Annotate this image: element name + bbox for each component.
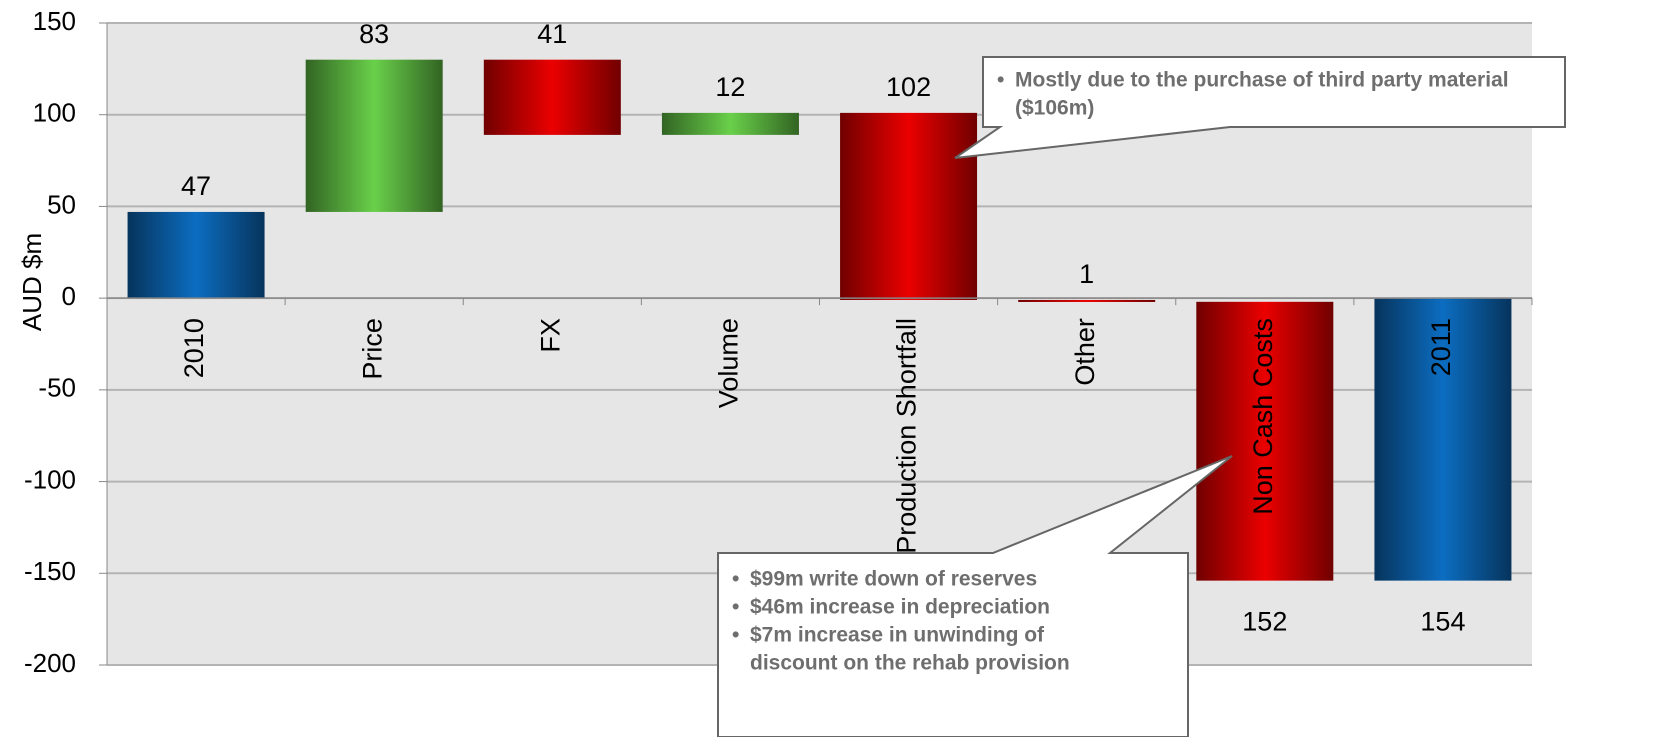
x-tick-label: 2010 bbox=[179, 318, 209, 378]
callout-text: $46m increase in depreciation bbox=[750, 596, 1050, 619]
bullet-marker: • bbox=[732, 596, 739, 619]
bullet-marker: • bbox=[997, 69, 1004, 92]
x-tick-label: Non Cash Costs bbox=[1248, 318, 1278, 515]
callout-text: ($106m) bbox=[1015, 97, 1094, 120]
bar bbox=[1374, 298, 1512, 581]
bar bbox=[840, 112, 978, 300]
y-tick-label: 150 bbox=[33, 6, 76, 36]
callout-text: Mostly due to the purchase of third part… bbox=[1015, 69, 1509, 92]
bar bbox=[305, 59, 443, 212]
bar bbox=[127, 211, 265, 299]
y-tick-label: -200 bbox=[24, 648, 76, 678]
value-label: 102 bbox=[886, 72, 931, 102]
callout-text: $99m write down of reserves bbox=[750, 568, 1037, 591]
bar bbox=[1196, 301, 1334, 581]
x-tick-label: Other bbox=[1070, 318, 1100, 386]
x-tick-label: FX bbox=[535, 318, 565, 353]
y-tick-label: 50 bbox=[47, 189, 76, 219]
y-axis-label: AUD $m bbox=[17, 233, 47, 331]
x-tick-label: 2011 bbox=[1426, 318, 1456, 376]
bar bbox=[661, 112, 799, 135]
x-tick-label: Volume bbox=[714, 318, 744, 408]
value-label: 41 bbox=[537, 19, 567, 49]
callout-text: discount on the rehab provision bbox=[750, 652, 1070, 675]
bar bbox=[1018, 299, 1156, 302]
bullet-marker: • bbox=[732, 624, 739, 647]
value-label: 83 bbox=[359, 19, 389, 49]
value-label: 47 bbox=[181, 171, 211, 201]
x-tick-label: Production Shortfall bbox=[892, 318, 922, 554]
value-label: 12 bbox=[715, 72, 745, 102]
y-tick-label: 100 bbox=[33, 98, 76, 128]
y-tick-label: -100 bbox=[24, 464, 76, 494]
value-label: 154 bbox=[1420, 607, 1465, 637]
x-tick-label: Price bbox=[357, 318, 387, 380]
y-tick-label: -150 bbox=[24, 556, 76, 586]
callout-box bbox=[954, 56, 1566, 159]
bar bbox=[483, 59, 621, 135]
value-label: 152 bbox=[1242, 607, 1287, 637]
y-tick-label: -50 bbox=[38, 373, 76, 403]
callout-text: $7m increase in unwinding of bbox=[750, 624, 1045, 647]
bullet-marker: • bbox=[732, 568, 739, 591]
y-tick-label: 0 bbox=[62, 281, 76, 311]
value-label: 1 bbox=[1079, 259, 1094, 289]
